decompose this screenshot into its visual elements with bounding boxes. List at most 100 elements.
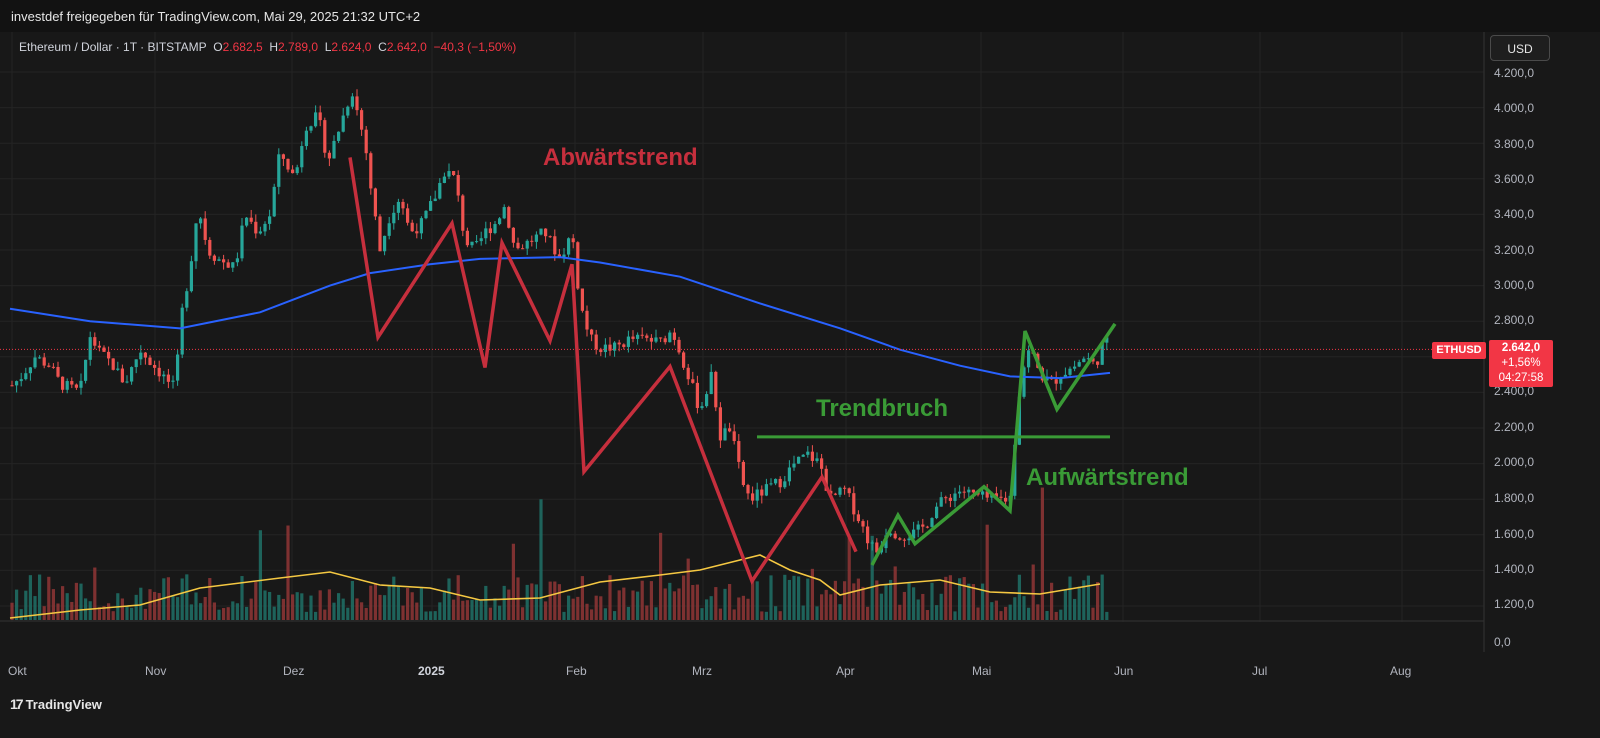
candle-body [166, 374, 170, 382]
price-axis-label: 3.600,0 [1494, 172, 1535, 186]
volume-bar [1086, 575, 1090, 620]
volume-bar [47, 576, 51, 620]
volume-bar [194, 592, 198, 620]
volume-bar [925, 610, 929, 620]
volume-bar [640, 580, 644, 620]
candle-body [677, 339, 681, 353]
candle-body [994, 493, 998, 497]
volume-bar [185, 574, 189, 620]
volume-bar [935, 605, 939, 620]
volume-bar [668, 582, 672, 620]
price-axis-label: 3.200,0 [1494, 243, 1535, 257]
price-axis-label: 2.400,0 [1494, 384, 1535, 398]
candle-body [162, 374, 166, 377]
volume-bar [594, 595, 598, 620]
volume-bar [337, 593, 341, 620]
volume-bar [166, 577, 170, 620]
volume-bar [327, 589, 331, 620]
volume-bar [1022, 596, 1026, 620]
candle-body [176, 354, 180, 381]
candle-body [705, 394, 709, 407]
price-axis-label: 1.800,0 [1494, 491, 1535, 505]
volume-bar [1096, 582, 1100, 620]
candle-body [645, 335, 649, 338]
candle-body [300, 146, 304, 168]
chart-canvas[interactable] [0, 32, 1600, 738]
volume-bar [705, 599, 709, 620]
candle-body [456, 175, 460, 196]
last-change-percent: +1,56% [1501, 357, 1541, 369]
brand-name: TradingView [25, 697, 102, 712]
volume-bar [912, 587, 916, 620]
currency-button[interactable]: USD [1490, 35, 1550, 61]
candle-body [419, 218, 423, 234]
candle-body [672, 332, 676, 340]
candle-body [939, 497, 943, 507]
candle-body [19, 379, 23, 382]
candle-body [824, 468, 828, 491]
volume-bar [953, 611, 957, 620]
candle-body [935, 506, 939, 519]
volume-bar [226, 607, 230, 620]
candle-body [360, 110, 364, 130]
candle-body [774, 478, 778, 484]
candle-body [921, 524, 925, 527]
candle-body [295, 167, 299, 174]
candle-body [567, 238, 571, 255]
price-axis-label: 4.000,0 [1494, 101, 1535, 115]
candle-body [180, 307, 184, 355]
candle-body [585, 310, 589, 330]
volume-bar [1059, 609, 1063, 620]
volume-bar [208, 578, 212, 620]
volume-bar [833, 580, 837, 620]
volume-bar [613, 611, 617, 620]
annotation-downtrend[interactable]: Abwärtstrend [543, 144, 698, 171]
candle-body [981, 491, 985, 495]
tradingview-logo[interactable]: 17 TradingView [10, 696, 102, 712]
volume-bar [1068, 576, 1072, 620]
volume-bar [65, 593, 69, 620]
volume-bar [291, 594, 295, 620]
candle-body [534, 234, 538, 242]
volume-bar [38, 574, 42, 620]
volume-bar [263, 590, 267, 620]
volume-bar [143, 608, 147, 620]
volume-bar [286, 525, 290, 620]
volume-bar [539, 499, 543, 620]
volume-bar [93, 567, 97, 620]
volume-bar [24, 590, 28, 620]
volume-bar [231, 601, 235, 620]
chart-area[interactable] [0, 32, 1600, 738]
volume-bar [677, 588, 681, 620]
volume-bar [944, 576, 948, 620]
volume-bar [525, 584, 529, 620]
volume-bar [1027, 607, 1031, 620]
candle-body [1073, 366, 1077, 369]
volume-bar [511, 543, 515, 620]
candle-body [139, 352, 143, 360]
volume-bar [990, 602, 994, 620]
candle-body [346, 106, 350, 116]
candle-body [88, 337, 92, 360]
candle-body [392, 212, 396, 224]
volume-bar [465, 600, 469, 620]
candle-body [521, 248, 525, 250]
legend-symbol[interactable]: Ethereum / Dollar · 1T · BITSTAMP [19, 40, 207, 54]
volume-bar [787, 579, 791, 620]
annotation-uptrend[interactable]: Aufwärtstrend [1026, 464, 1189, 491]
volume-bar [557, 584, 561, 620]
candle-body [203, 218, 207, 240]
volume-bar [433, 611, 437, 620]
volume-bar [217, 609, 221, 620]
candle-body [663, 338, 667, 343]
volume-bar [654, 607, 658, 620]
candle-body [548, 236, 552, 238]
annotation-trend-break[interactable]: Trendbruch [816, 395, 949, 422]
volume-bar [120, 598, 124, 620]
volume-bar [792, 575, 796, 620]
candle-body [323, 120, 327, 153]
volume-bar [304, 611, 308, 620]
candle-body [916, 524, 920, 530]
price-axis-label: 1.400,0 [1494, 562, 1535, 576]
volume-bar [580, 576, 584, 620]
